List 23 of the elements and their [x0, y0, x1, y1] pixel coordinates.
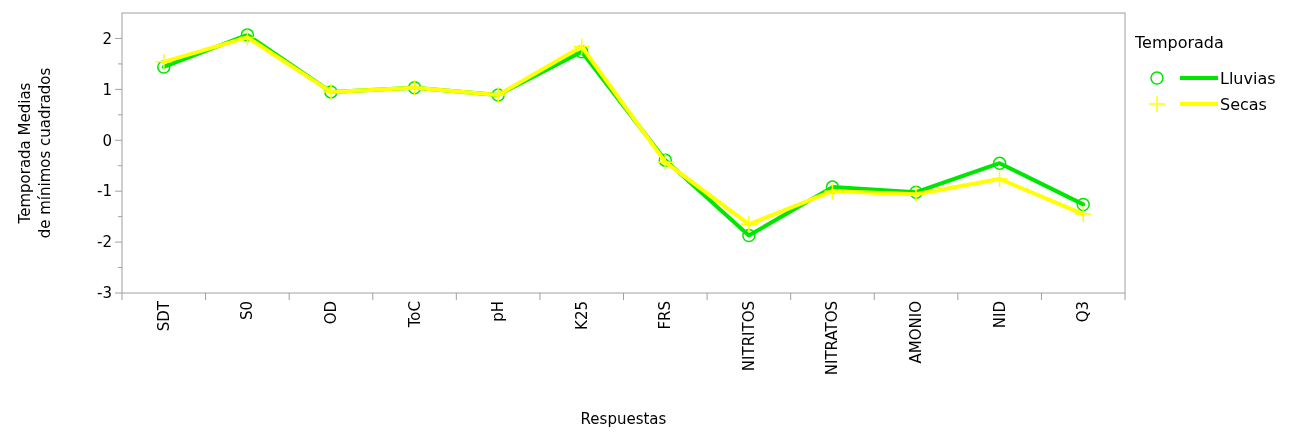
y-tick-label: -3 — [97, 284, 112, 303]
x-tick-label: Q3 — [1074, 301, 1093, 323]
x-tick-label: ToC — [405, 301, 424, 329]
x-tick-label: NID — [990, 301, 1009, 329]
y-axis-title: Temporada Medias de mínimos cuadrados — [16, 67, 54, 239]
x-tick-label: pH — [489, 301, 508, 322]
x-tick-label: OD — [321, 301, 340, 325]
x-tick-label: S0 — [238, 301, 257, 321]
x-tick-label: AMONIO — [907, 301, 926, 364]
y-tick-label: -1 — [97, 182, 112, 201]
x-tick-label: SDT — [154, 300, 173, 332]
x-tick-label: NITRITOS — [739, 301, 758, 372]
legend-title: Temporada — [1134, 33, 1224, 52]
legend-label: Lluvias — [1220, 68, 1276, 88]
x-tick-label: K25 — [572, 301, 591, 330]
x-tick-label: NITRATOS — [823, 301, 842, 376]
legend-label: Secas — [1220, 94, 1267, 114]
x-axis-title: Respuestas — [580, 410, 667, 428]
x-tick-label: FRS — [656, 301, 675, 330]
y-tick-label: -2 — [97, 233, 112, 252]
y-tick-label: 0 — [102, 131, 112, 150]
y-tick-label: 1 — [102, 80, 112, 99]
y-tick-label: 2 — [102, 29, 112, 48]
